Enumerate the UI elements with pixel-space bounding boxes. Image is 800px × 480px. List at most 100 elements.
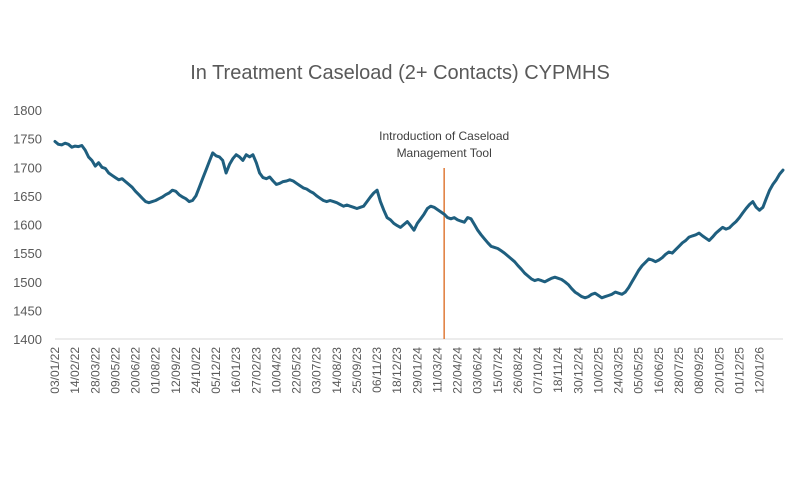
data-point	[667, 251, 670, 253]
data-point	[164, 193, 167, 196]
data-point	[523, 272, 526, 275]
data-point	[382, 209, 385, 212]
data-point	[426, 207, 429, 210]
x-axis-tick-labels: 03/01/22 14/02/22 28/03/22 09/05/22 20/06/22…	[48, 347, 767, 394]
data-point	[305, 188, 308, 190]
x-tick-label: 12/09/22	[169, 347, 183, 394]
x-tick-label: 01/12/25	[732, 347, 746, 394]
data-point	[235, 153, 238, 156]
data-point	[543, 280, 546, 283]
data-point	[402, 223, 405, 226]
x-tick-label: 28/07/25	[672, 347, 686, 394]
data-point	[345, 204, 348, 206]
x-tick-label: 15/07/24	[491, 347, 505, 394]
y-tick-label: 1650	[13, 189, 42, 204]
x-tick-label: 22/05/23	[290, 347, 304, 394]
data-point	[701, 234, 704, 237]
data-point	[168, 192, 171, 194]
data-point	[355, 207, 358, 210]
annotation-label-line2: Management Tool	[397, 146, 492, 160]
data-point	[295, 182, 298, 185]
data-point	[218, 155, 221, 158]
data-point	[510, 257, 513, 260]
data-point	[309, 190, 311, 193]
data-point	[731, 223, 734, 226]
data-point	[228, 163, 231, 166]
data-point	[463, 221, 466, 224]
data-point	[194, 194, 197, 197]
data-point	[453, 216, 456, 219]
data-point	[436, 208, 439, 211]
data-point	[456, 218, 459, 221]
data-point	[637, 269, 640, 272]
data-point	[111, 174, 113, 177]
data-point	[721, 226, 724, 229]
data-point	[527, 275, 529, 277]
x-tick-label: 26/08/24	[511, 347, 525, 394]
data-point	[684, 239, 687, 242]
data-point	[396, 224, 399, 227]
data-point	[738, 216, 741, 219]
data-point	[379, 200, 382, 203]
data-point	[446, 216, 449, 219]
data-point	[161, 196, 164, 198]
data-point	[674, 248, 677, 251]
data-point	[231, 157, 234, 160]
data-point	[513, 260, 516, 263]
data-point	[520, 268, 523, 271]
data-point	[574, 291, 576, 294]
data-point	[500, 249, 503, 252]
data-point	[580, 295, 583, 298]
data-point	[560, 278, 563, 281]
data-point	[141, 197, 144, 200]
data-point	[339, 203, 342, 206]
data-point	[644, 261, 647, 264]
data-point	[409, 224, 412, 227]
data-point	[741, 212, 744, 214]
data-point	[748, 203, 751, 206]
data-point	[530, 277, 533, 280]
x-tick-label: 14/02/22	[68, 347, 82, 394]
x-tick-label: 06/11/23	[370, 347, 384, 393]
data-point	[90, 159, 93, 162]
data-point	[124, 180, 127, 183]
data-point	[765, 197, 768, 200]
x-tick-label: 18/12/23	[390, 347, 404, 394]
data-point	[621, 293, 623, 296]
x-tick-label: 18/11/24	[551, 347, 565, 393]
data-point	[714, 232, 717, 235]
data-point	[708, 239, 711, 242]
data-point	[651, 259, 654, 261]
x-tick-label: 20/06/22	[129, 347, 143, 394]
data-point	[174, 190, 177, 193]
data-point	[755, 206, 758, 209]
data-point	[272, 180, 275, 182]
data-point	[268, 176, 271, 178]
data-point	[533, 279, 536, 282]
data-point	[319, 197, 321, 200]
data-point	[208, 160, 211, 163]
data-point	[211, 151, 214, 154]
data-point	[604, 295, 607, 298]
data-point	[661, 256, 664, 259]
data-point	[241, 159, 244, 162]
data-point	[486, 241, 489, 244]
x-tick-label: 22/04/24	[451, 347, 465, 394]
data-point	[553, 276, 556, 279]
data-point	[647, 257, 650, 260]
x-tick-label: 25/09/23	[350, 347, 364, 394]
y-tick-label: 1700	[13, 160, 42, 175]
series-line	[53, 140, 785, 300]
data-point	[114, 176, 117, 179]
data-point	[74, 145, 77, 148]
data-point	[419, 217, 422, 220]
data-point	[459, 220, 462, 223]
data-point	[158, 197, 160, 200]
data-point	[262, 176, 264, 179]
data-point	[278, 182, 281, 185]
x-tick-label: 12/01/26	[753, 347, 767, 394]
data-point	[335, 201, 338, 204]
annotation-label-line1: Introduction of Caseload	[379, 129, 509, 143]
data-point	[178, 193, 181, 196]
